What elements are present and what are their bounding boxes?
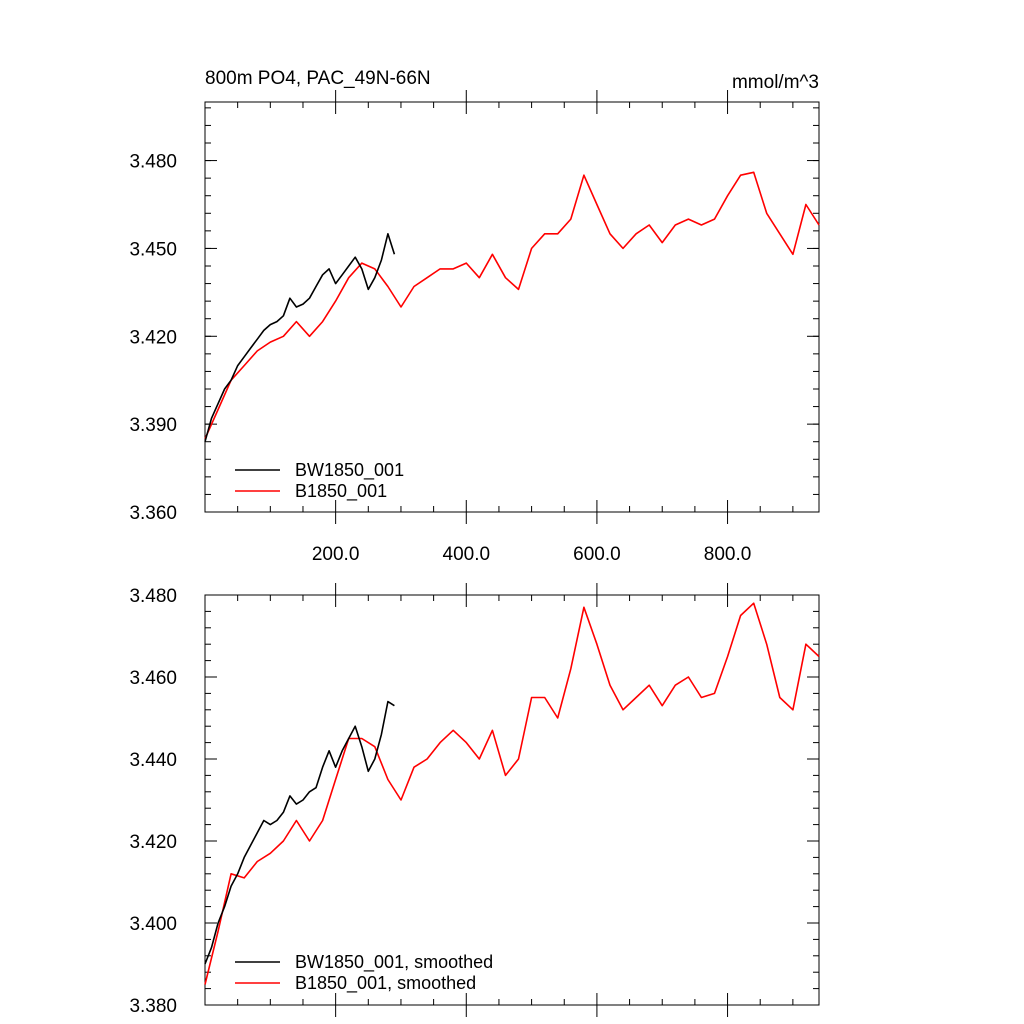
bottom-chart: 3.380 3.400 3.420 3.440 3.460 3.480 BW1850_00… [129,583,820,1017]
y-tick-label: 3.390 [129,415,177,436]
series-line-b1850-001 [204,171,820,440]
legend: BW1850_001 B1850_001 [235,460,404,502]
y-tick-label: 3.400 [129,914,177,935]
series-line-bw1850-001 [204,233,396,442]
legend-label-b1850-smoothed: B1850_001, smoothed [295,973,476,994]
x-tick-label: 600.0 [573,544,621,565]
legend-label-bw1850: BW1850_001 [295,460,404,481]
y-tick-label: 3.450 [129,239,177,260]
chart-title: 800m PO4, PAC_49N-66N [205,68,431,89]
series-group [204,171,820,442]
x-tick-label: 800.0 [704,544,752,565]
x-tick-label: 400.0 [443,544,491,565]
legend-label-b1850: B1850_001 [295,481,387,502]
top-chart: 800m PO4, PAC_49N-66N mmol/m^3 3.360 3.39… [129,68,820,565]
series-group [204,602,820,985]
legend-label-bw1850-smoothed: BW1850_001, smoothed [295,952,493,973]
units-label: mmol/m^3 [732,72,819,93]
series-line-b1850-001-smoothed [204,602,820,985]
plot-frame [204,594,820,1006]
plot-frame [204,101,820,513]
y-tick-label: 3.380 [129,996,177,1017]
legend: BW1850_001, smoothed B1850_001, smoothed [235,952,493,994]
y-tick-label: 3.480 [129,152,177,173]
y-tick-label: 3.420 [129,832,177,853]
y-tick-label: 3.440 [129,750,177,771]
y-tick-label: 3.480 [129,586,177,607]
y-tick-label: 3.420 [129,327,177,348]
x-tick-label: 200.0 [312,544,360,565]
axis-ticks: 3.360 3.390 3.420 3.450 3.480 200.0 400.0 600.0… [129,90,819,565]
y-tick-label: 3.360 [129,503,177,524]
y-tick-label: 3.460 [129,668,177,689]
series-line-bw1850-001-smoothed [204,700,395,965]
axis-ticks: 3.380 3.400 3.420 3.440 3.460 3.480 [129,583,819,1017]
